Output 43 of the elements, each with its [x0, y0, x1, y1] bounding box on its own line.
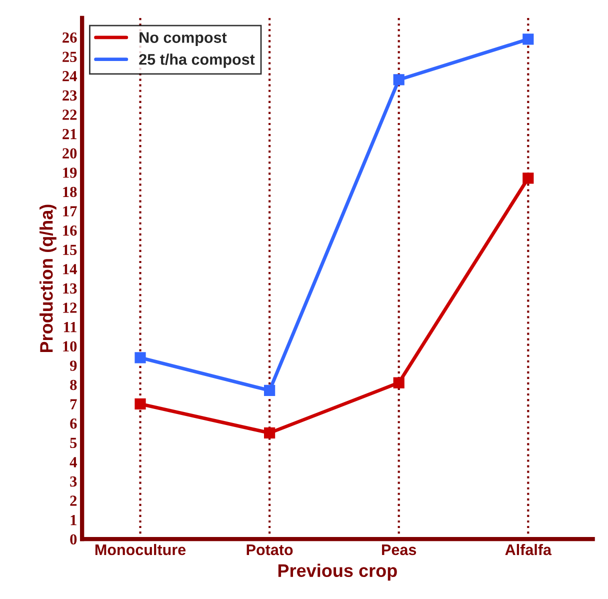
y-tick-label: 8: [70, 380, 77, 390]
legend-label: 25 t/ha compost: [139, 54, 255, 68]
y-tick-label: 14: [63, 264, 77, 274]
point: [134, 398, 146, 410]
y-tick-label: 19: [63, 168, 77, 178]
y-tick-label: 1: [70, 515, 76, 526]
y-tick-label: 6: [70, 418, 77, 429]
point: [393, 377, 404, 388]
y-tick-label: 12: [63, 302, 77, 313]
x-axis-title: Previous crop: [278, 564, 397, 581]
y-tick-label: 25: [62, 52, 77, 62]
y-tick-label: 21: [62, 128, 76, 140]
y-tick-label: 15: [63, 244, 77, 256]
point: [522, 34, 534, 45]
y-axis-title: Production (q/ha): [40, 204, 56, 352]
point: [264, 384, 276, 396]
y-tick-label: 0: [70, 534, 77, 545]
y-tick-label: 5: [70, 438, 77, 448]
y-tick-label: 4: [70, 457, 77, 468]
y-tick-label: 10: [63, 341, 77, 352]
y-tick-label: 17: [63, 206, 77, 216]
y-tick-label: 20: [62, 148, 77, 159]
y-tick-label: 3: [70, 476, 77, 487]
x-tick-label: Peas: [382, 544, 416, 556]
y-tick-label: 18: [63, 186, 77, 198]
y-tick-label: 26: [62, 32, 77, 43]
legend-label: No compost: [140, 32, 227, 46]
point: [264, 427, 276, 438]
x-tick-label: Potato: [246, 544, 293, 556]
y-tick-label: 7: [70, 399, 77, 410]
y-tick-label: 11: [64, 322, 76, 332]
x-tick-label: Alfalfa: [505, 544, 552, 556]
y-tick-label: 2: [70, 496, 77, 506]
y-tick-label: 13: [63, 283, 77, 294]
y-tick-label: 23: [62, 90, 77, 101]
point: [393, 74, 404, 86]
y-tick-label: 24: [62, 71, 77, 82]
x-tick-label: Monoculture: [95, 544, 186, 556]
point: [134, 352, 146, 364]
point: [522, 172, 534, 184]
y-tick-label: 22: [62, 110, 77, 120]
y-tick-label: 9: [70, 360, 77, 371]
y-tick-label: 16: [63, 225, 77, 236]
